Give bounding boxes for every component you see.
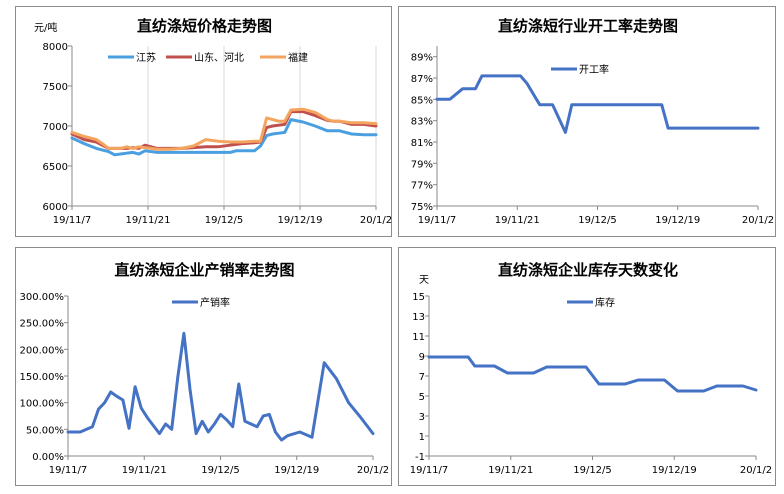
price-chart: 直纺涤短价格走势图 元/吨 8000 7500 7000 6500 6000 19/11/7 1… xyxy=(34,17,392,226)
chart-title: 直纺涤短行业开工率走势图 xyxy=(498,17,678,35)
y-tick-label: 13 xyxy=(412,312,425,323)
series-line xyxy=(66,331,375,442)
legend-label: 产销率 xyxy=(200,296,230,309)
x-tick-label: 19/11/21 xyxy=(488,465,533,476)
x-tick-label: 20/1/2 xyxy=(742,215,774,226)
y-tick-label: 250.00% xyxy=(20,319,65,330)
series-line xyxy=(427,355,758,393)
y-tick-label: 7500 xyxy=(43,82,68,93)
y-tick-label: 8000 xyxy=(43,42,68,53)
series-line xyxy=(435,74,760,134)
y-tick-label: 3 xyxy=(419,412,425,423)
x-tick-label: 19/12/19 xyxy=(652,465,697,476)
chart-title: 直纺涤短企业库存天数变化 xyxy=(498,261,678,279)
operating-rate-chart: 直纺涤短行业开工率走势图 89% 87% 85% 83% 81% 79% 77% 75% 19/1… xyxy=(411,17,774,226)
y-tick-label: 0.00% xyxy=(32,452,64,463)
y-tick-label: 83% xyxy=(411,117,433,128)
y-tick-label: 150.00% xyxy=(20,372,65,383)
y-tick-label: 5 xyxy=(419,392,425,403)
x-tick-label: 19/12/19 xyxy=(274,465,319,476)
inventory-days-chart-panel: 直纺涤短企业库存天数变化天 15 13 11 9 7 5 3 1 -1 19/11/7 19/11/2… xyxy=(398,247,776,486)
x-tick-label: 19/12/19 xyxy=(278,215,323,226)
y-axis-unit-label: 元/吨 xyxy=(34,21,57,34)
x-tick-label: 20/1/2 xyxy=(357,465,389,476)
legend-label: 江苏 xyxy=(136,51,156,64)
y-tick-label: 89% xyxy=(411,53,433,64)
x-tick-label: 19/11/21 xyxy=(495,215,540,226)
sales-ratio-chart-panel: 直纺涤短企业产销率走势图 300.00% 250.00% 200.00% 150.00%… xyxy=(15,247,392,486)
x-tick-label: 19/12/5 xyxy=(578,215,617,226)
price-chart-panel: 直纺涤短价格走势图 元/吨 8000 7500 7000 6500 6000 19/11/7 1… xyxy=(15,6,392,237)
y-tick-label: 85% xyxy=(411,95,433,106)
series-line xyxy=(70,118,378,157)
y-tick-label: 77% xyxy=(411,181,433,192)
x-tick-label: 19/11/7 xyxy=(53,215,92,226)
legend-label: 库存 xyxy=(595,296,615,309)
x-tick-label: 19/11/7 xyxy=(49,465,88,476)
x-tick-label: 19/12/5 xyxy=(201,465,240,476)
y-tick-label: 75% xyxy=(411,202,433,213)
y-tick-label: 87% xyxy=(411,74,433,85)
x-tick-label: 19/12/5 xyxy=(573,465,612,476)
x-tick-label: 19/11/7 xyxy=(418,215,457,226)
x-tick-label: 19/11/21 xyxy=(126,215,171,226)
y-tick-label: 300.00% xyxy=(20,292,65,303)
legend-label: 福建 xyxy=(288,51,308,64)
y-tick-label: 11 xyxy=(412,332,425,343)
x-tick-label: 20/1/2 xyxy=(360,215,392,226)
y-tick-label: 9 xyxy=(419,352,425,363)
chart-title: 直纺涤短价格走势图 xyxy=(137,17,272,35)
operating-rate-chart-panel: 直纺涤短行业开工率走势图 89% 87% 85% 83% 81% 79% 77% 75% 19/1… xyxy=(398,6,776,237)
y-axis-unit-label: 天 xyxy=(419,275,429,286)
chart-title: 直纺涤短企业产销率走势图 xyxy=(114,261,294,279)
x-tick-label: 19/12/19 xyxy=(655,215,700,226)
y-tick-label: 7000 xyxy=(43,122,68,133)
y-tick-label: 15 xyxy=(412,292,425,303)
y-tick-label: 1 xyxy=(419,432,425,443)
y-tick-label: 6000 xyxy=(43,202,68,213)
x-tick-label: 19/11/7 xyxy=(410,465,449,476)
y-tick-label: 7 xyxy=(419,372,425,383)
legend-label: 山东、河北 xyxy=(194,51,244,64)
y-tick-label: 200.00% xyxy=(20,345,65,356)
x-tick-label: 19/12/5 xyxy=(205,215,244,226)
y-tick-label: 100.00% xyxy=(20,399,65,410)
y-tick-label: 50.00% xyxy=(26,425,64,436)
sales-ratio-chart: 直纺涤短企业产销率走势图 300.00% 250.00% 200.00% 150.00%… xyxy=(20,261,390,476)
y-tick-label: -1 xyxy=(415,452,425,463)
series-line xyxy=(70,107,378,151)
y-tick-label: 79% xyxy=(411,159,433,170)
x-tick-label: 19/11/21 xyxy=(122,465,167,476)
y-tick-label: 6500 xyxy=(43,162,68,173)
legend-label: 开工率 xyxy=(579,63,609,76)
y-tick-label: 81% xyxy=(411,138,433,149)
x-tick-label: 20/1/2 xyxy=(740,465,772,476)
